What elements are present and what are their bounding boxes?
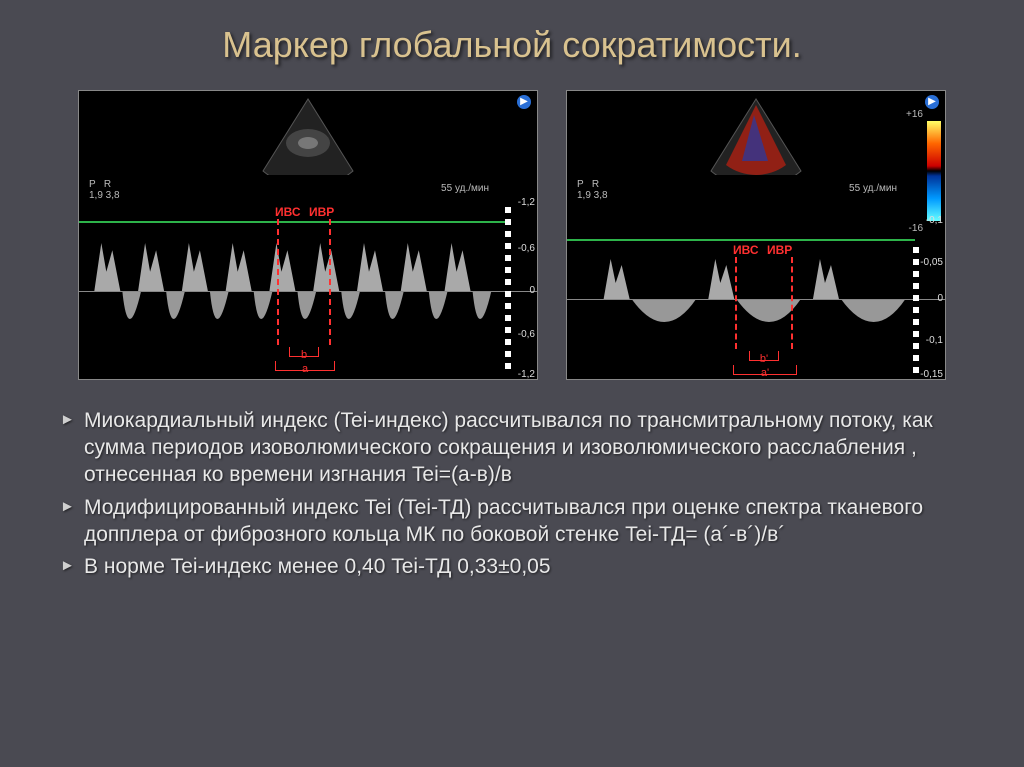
tei-interval-box [735, 257, 793, 349]
velocity-scale-strip [505, 201, 511, 373]
y-tick-label: -1,2 [518, 197, 535, 208]
bullet-item: Модифицированный индекс Tei (Tei-ТД) рас… [60, 495, 976, 549]
y-tick-label: -0,1 [926, 215, 943, 226]
y-tick-label: -0,05 [920, 257, 943, 268]
bullet-list: Миокардиальный индекс (Tei-индекс) рассч… [48, 408, 976, 581]
bullet-item: Миокардиальный индекс (Tei-индекс) рассч… [60, 408, 976, 489]
play-icon: ▶ [925, 95, 939, 109]
echo-images-row: ▶ P R 1,9 3,8 55 уд./мин ИВС ИВР b a -1,… [48, 90, 976, 380]
ivr-label: ИВР [767, 243, 792, 257]
ivs-label: ИВС [275, 205, 301, 219]
slide: Маркер глобальной сократимости. ▶ P R 1,… [0, 0, 1024, 767]
ivr-label: ИВР [309, 205, 334, 219]
bullet-item: В норме Tei-индекс менее 0,40 Tei-ТД 0,3… [60, 554, 976, 581]
echo-panel-transmitral: ▶ P R 1,9 3,8 55 уд./мин ИВС ИВР b a -1,… [78, 90, 538, 380]
bracket-a-prime-label: a' [733, 367, 797, 379]
bracket-b-label: b [289, 349, 319, 361]
y-tick-label: -0,15 [920, 369, 943, 380]
y-tick-label: 0 [529, 285, 535, 296]
y-tick-label: -0,6 [518, 329, 535, 340]
tei-interval-box [277, 219, 331, 345]
velocity-scale-strip [913, 241, 919, 373]
echo-panel-tissue-doppler: ▶ P R 1,9 3,8 55 уд./мин +16 -16 ИВС ИВР… [566, 90, 946, 380]
velocity-colorbar [927, 121, 941, 221]
slide-title: Маркер глобальной сократимости. [48, 24, 976, 66]
y-tick-label: -1,2 [518, 369, 535, 380]
bracket-a-label: a [275, 363, 335, 375]
y-tick-label: -0,1 [926, 335, 943, 346]
y-tick-label: 0 [937, 293, 943, 304]
play-icon: ▶ [517, 95, 531, 109]
bracket-b-prime-label: b' [749, 353, 779, 365]
ivs-label: ИВС [733, 243, 759, 257]
y-tick-label: -0,6 [518, 243, 535, 254]
